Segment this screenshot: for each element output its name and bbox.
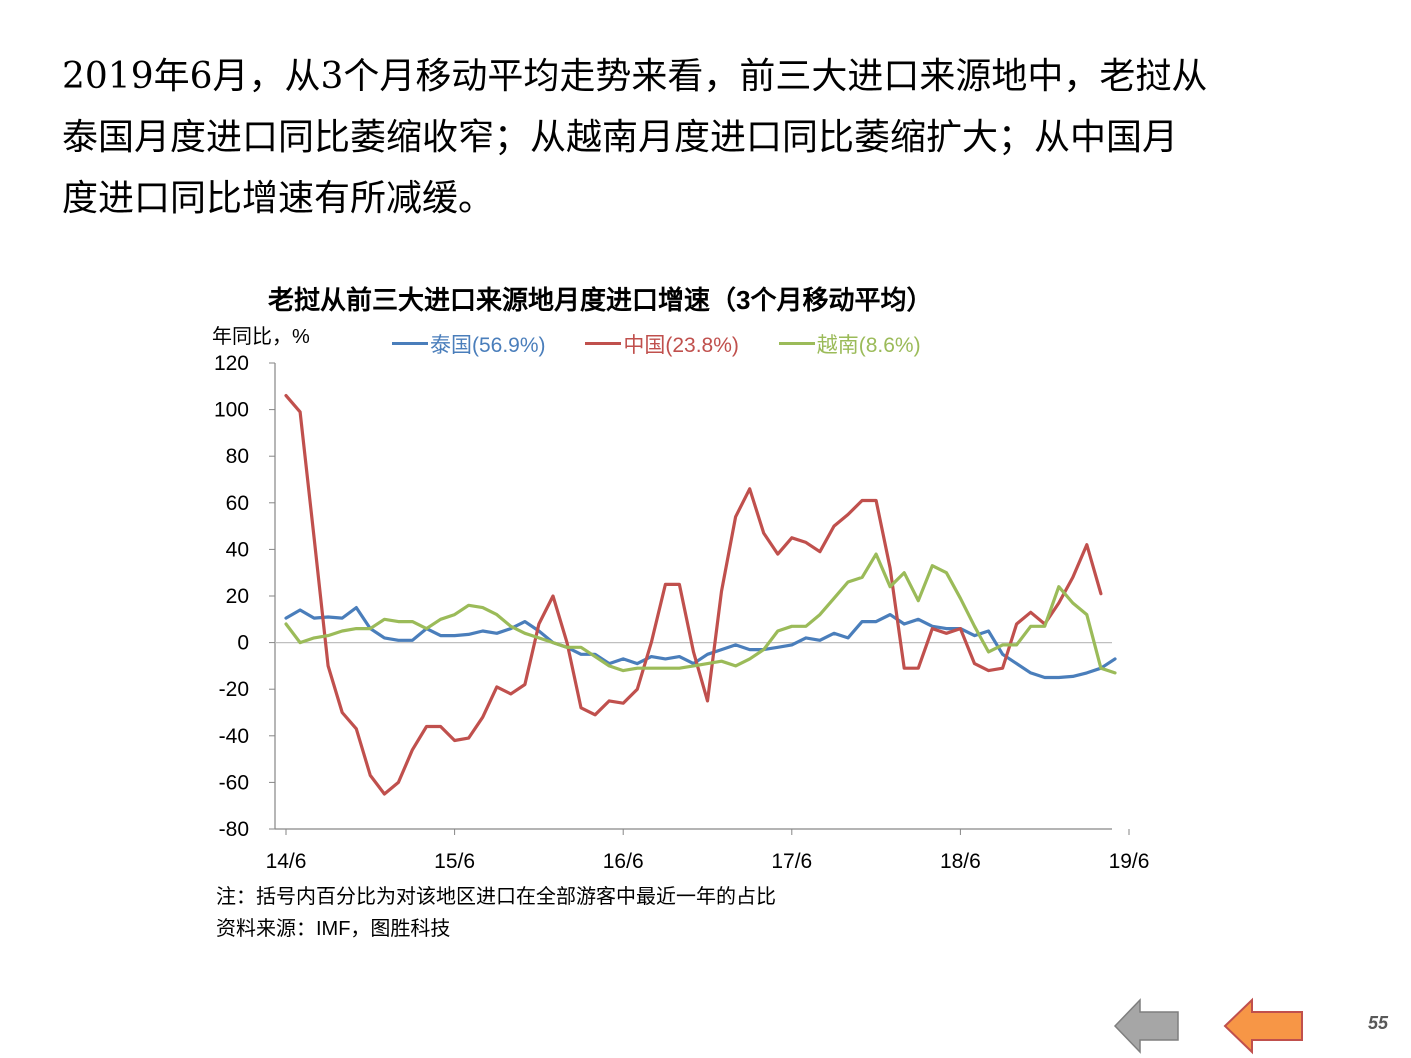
- previous-page-button[interactable]: [1222, 996, 1306, 1056]
- series-line-0: [284, 605, 1117, 680]
- legend-label-vietnam: 越南(8.6%): [816, 333, 921, 357]
- y-tick-label: -80: [219, 818, 249, 841]
- headline-text: 2019年6月，从3个月移动平均走势来看，前三大进口来源地中，老挝从 泰国月度进…: [62, 46, 1362, 229]
- x-tick-label: 18/6: [940, 850, 981, 873]
- legend-swatch-vietnam: [778, 342, 815, 345]
- y-tick-label: 40: [226, 538, 249, 561]
- y-tick-label: -40: [219, 725, 249, 748]
- legend-item-thailand: 泰国(56.9%): [392, 329, 546, 359]
- x-tick-label: 19/6: [1109, 850, 1150, 873]
- left-arrow-icon: [1113, 998, 1179, 1054]
- x-tick-label: 15/6: [434, 850, 475, 873]
- x-tick-label: 17/6: [771, 850, 812, 873]
- series-line-1: [284, 394, 1103, 796]
- x-tick-label: 14/6: [266, 850, 307, 873]
- x-tick-label: 16/6: [603, 850, 644, 873]
- legend-label-thailand: 泰国(56.9%): [430, 333, 546, 357]
- headline-line: 度进口同比增速有所减缓。: [62, 178, 495, 219]
- headline-line: 2019年6月，从3个月移动平均走势来看，前三大进口来源地中，老挝从: [62, 56, 1208, 97]
- y-tick-label: 60: [226, 492, 249, 515]
- y-tick-label: 80: [226, 445, 249, 468]
- headline-line: 泰国月度进口同比萎缩收窄；从越南月度进口同比萎缩扩大；从中国月: [62, 117, 1179, 158]
- y-tick-label: 100: [214, 399, 249, 422]
- left-arrow-icon: [1223, 997, 1303, 1055]
- data-source: 资料来源：IMF，图胜科技: [216, 918, 451, 940]
- y-tick-label: -20: [219, 678, 249, 701]
- chart-title: 老挝从前三大进口来源地月度进口增速（3个月移动平均）: [268, 285, 933, 315]
- page-number: 55: [1368, 1013, 1389, 1033]
- y-tick-label: 20: [226, 585, 249, 608]
- y-axis-label: 年同比，%: [212, 326, 310, 348]
- chart-legend: 泰国(56.9%) 中国(23.8%) 越南(8.6%): [392, 327, 955, 359]
- back-button[interactable]: [1112, 996, 1182, 1056]
- legend-label-china: 中国(23.8%): [623, 333, 739, 357]
- chart-footnote: 注：括号内百分比为对该地区进口在全部游客中最近一年的占比: [216, 886, 776, 908]
- y-tick-label: -60: [219, 771, 249, 794]
- y-tick-label: 0: [237, 632, 249, 655]
- legend-item-vietnam: 越南(8.6%): [778, 329, 921, 359]
- legend-item-china: 中国(23.8%): [585, 329, 739, 359]
- legend-swatch-thailand: [392, 342, 428, 345]
- legend-swatch-china: [585, 342, 622, 345]
- y-tick-label: 120: [214, 352, 249, 375]
- series-line-2: [284, 552, 1117, 675]
